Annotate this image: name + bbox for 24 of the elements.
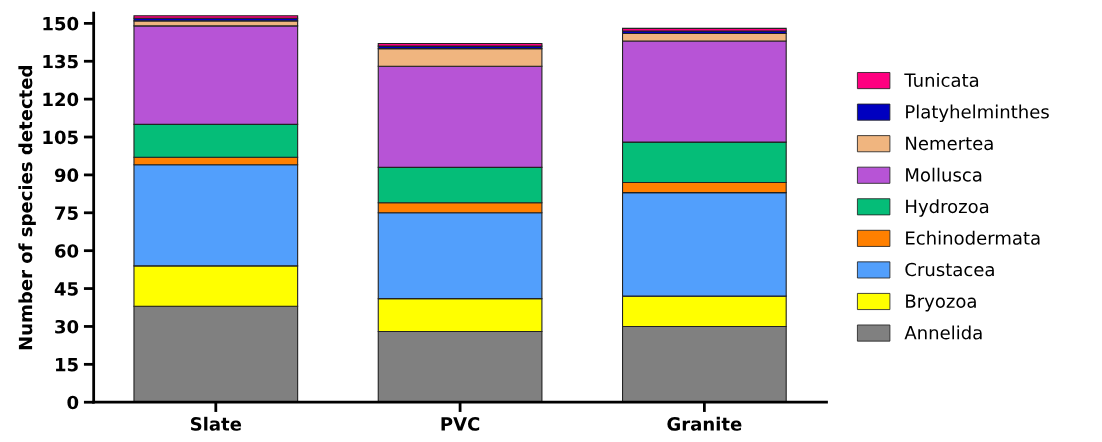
legend-label: Hydrozoa xyxy=(906,199,989,217)
y-tick-label: 90 xyxy=(54,168,79,183)
y-tick-label: 0 xyxy=(67,395,79,410)
legend-label: Tunicata xyxy=(904,73,979,88)
y-tick-label: 30 xyxy=(55,319,79,334)
x-tick-label: Granite xyxy=(667,416,742,431)
x-tick-label: Slate xyxy=(190,416,242,431)
legend-label: Nemertea xyxy=(906,136,993,151)
y-tick-label: 45 xyxy=(54,282,78,296)
y-tick-label: 75 xyxy=(55,206,78,220)
legend-label: Mollusca xyxy=(906,167,982,182)
legend-label: Annelida xyxy=(904,325,982,340)
y-tick-label: 15 xyxy=(56,358,78,372)
y-tick-label: 135 xyxy=(43,54,78,69)
legend-label: Bryozoa xyxy=(906,294,976,312)
y-tick-label: 150 xyxy=(43,16,79,31)
y-axis-title: Number of species detected xyxy=(18,66,36,350)
legend-label: Crustacea xyxy=(905,262,994,277)
legend-label: Platyhelminthes xyxy=(906,104,1049,123)
x-tick-label: PVC xyxy=(441,417,480,431)
y-tick-label: 120 xyxy=(43,92,79,107)
y-tick-label: 105 xyxy=(43,130,78,145)
legend-label: Echinodermata xyxy=(906,230,1040,245)
y-tick-label: 60 xyxy=(55,244,79,258)
